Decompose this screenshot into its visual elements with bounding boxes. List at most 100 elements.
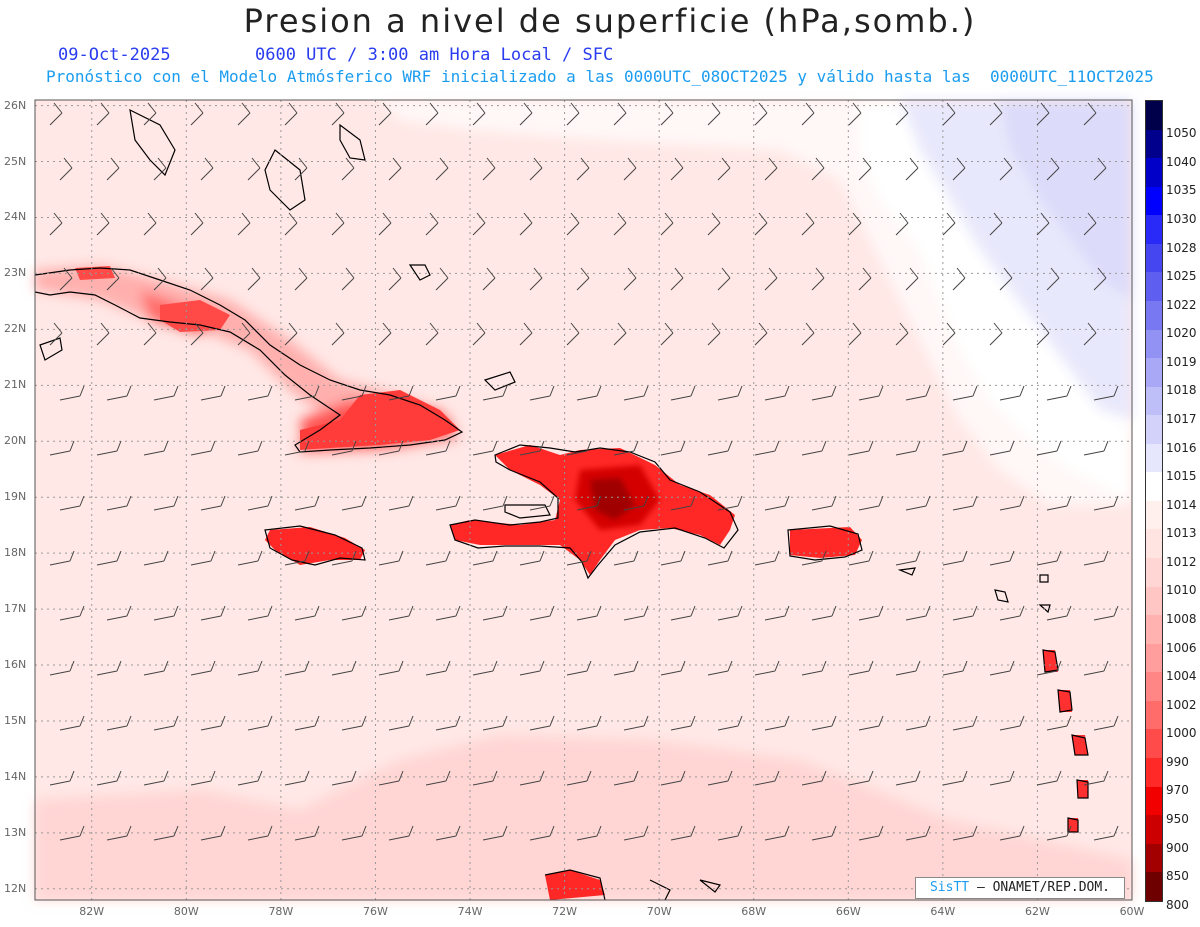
wind-barb — [284, 322, 298, 346]
wind-barb — [1093, 157, 1107, 181]
wind-barb — [576, 715, 602, 731]
wind-barb — [848, 102, 862, 126]
wind-barb — [1093, 495, 1119, 511]
wind-barb — [754, 322, 768, 346]
wind-barb — [378, 660, 404, 676]
wind-barb — [519, 322, 533, 346]
wind-barb — [999, 715, 1025, 731]
wind-barb — [341, 385, 367, 401]
colorbar-label: 900 — [1166, 840, 1189, 855]
wind-barb — [49, 440, 75, 456]
wind-barb — [1046, 157, 1060, 181]
wind-barb — [764, 267, 778, 291]
wind-barb — [153, 267, 167, 291]
wind-barb — [999, 267, 1013, 291]
wind-barb — [670, 825, 696, 841]
colorbar-label: 1020 — [1166, 326, 1197, 341]
wind-barb — [49, 770, 75, 786]
wind-barb — [952, 605, 978, 621]
wind-barb — [613, 770, 639, 786]
wind-barb — [1083, 550, 1109, 566]
wind-barb — [566, 440, 592, 456]
wind-barb — [247, 715, 273, 731]
wind-barb — [96, 770, 122, 786]
wind-barb — [754, 440, 780, 456]
wind-barb — [59, 715, 85, 731]
wind-barb — [952, 385, 978, 401]
wind-barb — [858, 605, 884, 621]
wind-barb — [472, 550, 498, 566]
colorbar-cell — [1146, 815, 1162, 844]
colorbar-cell — [1146, 586, 1162, 616]
wind-barb — [895, 322, 909, 346]
lon-label: 74W — [457, 905, 483, 918]
credit-brand: SisTT — [929, 880, 970, 895]
wind-barb — [378, 550, 404, 566]
wind-barb — [247, 825, 273, 841]
wind-barb — [435, 715, 461, 731]
wind-barb — [378, 322, 392, 346]
wind-barb — [942, 212, 956, 236]
wind-barb — [576, 495, 602, 511]
colorbar-label: 1025 — [1166, 269, 1197, 284]
wind-barb — [717, 157, 731, 181]
wind-barb — [519, 550, 545, 566]
wind-barb — [519, 660, 545, 676]
wind-barb — [801, 102, 815, 126]
colorbar-label: 850 — [1166, 869, 1189, 884]
wind-barb — [811, 605, 837, 621]
wind-barb — [153, 157, 167, 181]
wind-barb — [341, 825, 367, 841]
wind-barb — [284, 440, 310, 456]
wind-barb — [858, 267, 872, 291]
wind-barb — [482, 267, 496, 291]
wind-barb — [106, 715, 132, 731]
wind-barb — [1036, 660, 1062, 676]
wind-barb — [754, 212, 768, 236]
wind-barb — [59, 495, 85, 511]
colorbar-cell — [1146, 101, 1162, 130]
wind-barb — [670, 267, 684, 291]
wind-barb — [905, 495, 931, 511]
wind-barb — [989, 212, 1003, 236]
wind-barb — [660, 102, 674, 126]
wind-barb — [519, 212, 533, 236]
colorbar-label: 1030 — [1166, 212, 1197, 226]
wind-barb — [754, 550, 780, 566]
wind-barb — [942, 550, 968, 566]
wind-barb — [378, 770, 404, 786]
wind-barb — [566, 322, 580, 346]
wind-barb — [942, 770, 968, 786]
wind-barb — [858, 157, 872, 181]
wind-barb — [999, 825, 1025, 841]
puerto-rico-low — [790, 527, 862, 558]
wind-barb — [952, 267, 966, 291]
wind-barb — [1093, 715, 1119, 731]
wind-barb — [670, 715, 696, 731]
wind-barb — [660, 660, 686, 676]
wind-barb — [153, 605, 179, 621]
wind-barb — [623, 267, 637, 291]
colorbar-cell — [1146, 529, 1162, 558]
wind-barb — [96, 322, 110, 346]
wind-barb — [482, 715, 508, 731]
wind-barb — [529, 605, 555, 621]
wind-barb — [942, 660, 968, 676]
wind-barb — [660, 770, 686, 786]
wind-barb — [284, 550, 310, 566]
wind-barb — [1046, 715, 1072, 731]
wind-barb — [566, 212, 580, 236]
wind-barb — [801, 660, 827, 676]
wind-barb — [707, 660, 733, 676]
wind-barb — [237, 440, 263, 456]
wind-barb — [153, 385, 179, 401]
jamaica-low — [265, 527, 365, 565]
wind-barb — [59, 267, 73, 291]
colorbar-cell — [1146, 329, 1162, 359]
wind-barb — [59, 605, 85, 621]
wind-barb — [623, 715, 649, 731]
wind-barb — [660, 212, 674, 236]
wind-barb — [378, 102, 392, 126]
wind-barb — [764, 825, 790, 841]
